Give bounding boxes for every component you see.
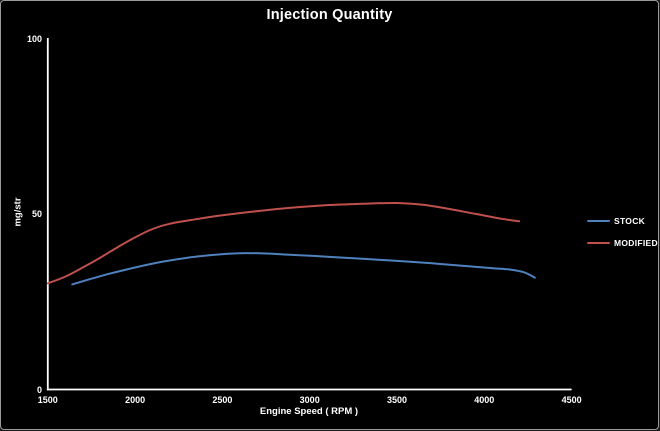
x-tick-label: 1500 (37, 395, 58, 405)
modified-line-swatch (587, 241, 610, 245)
x-tick-label: 3000 (299, 395, 320, 405)
series-line-stock (71, 252, 536, 286)
stock-line-swatch (587, 219, 610, 223)
y-tick-label: 100 (26, 34, 42, 44)
x-tick-label: 4000 (474, 395, 495, 405)
legend-item-stock: STOCK (587, 215, 658, 227)
x-axis-label: Engine Speed ( RPM ) (259, 406, 359, 417)
legend-item-modified: MODIFIED (587, 237, 658, 249)
legend: STOCK MODIFIED (587, 215, 658, 259)
series-line-modified (46, 201, 521, 285)
x-tick-label: 3500 (386, 395, 408, 405)
legend-label-modified: MODIFIED (614, 238, 658, 248)
legend-label-stock: STOCK (614, 216, 646, 226)
chart-title: Injection Quantity (266, 7, 393, 23)
y-tick-label: 0 (36, 384, 42, 395)
y-axis-label: mg/str (12, 197, 24, 227)
x-tick-label: 2000 (125, 395, 146, 405)
x-tick-label: 4500 (561, 395, 582, 405)
x-tick-label: 2500 (212, 395, 233, 405)
y-tick-label: 50 (31, 209, 42, 220)
